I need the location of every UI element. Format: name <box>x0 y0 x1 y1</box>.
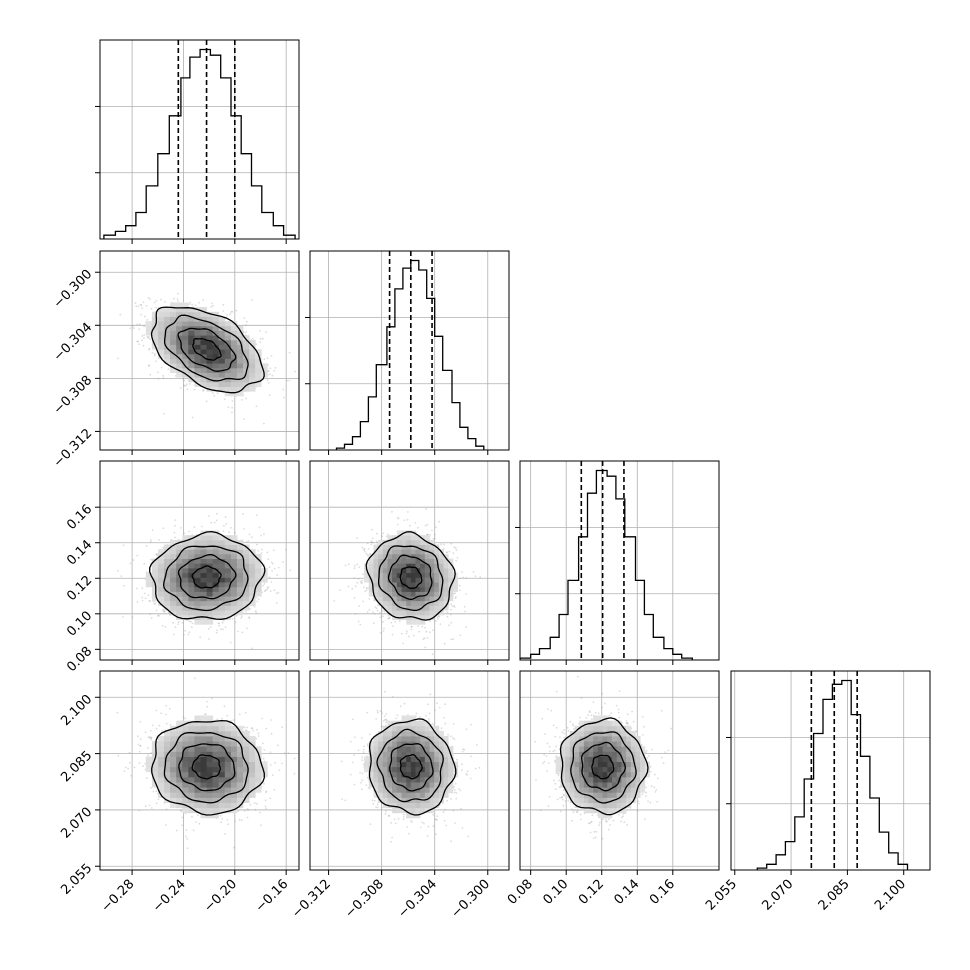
frame-1-0 <box>99 250 300 451</box>
histogram-0 <box>103 48 296 239</box>
contour-1-0-1 <box>177 327 237 372</box>
panel-3-3: 2.055 2.070 2.085 2.100 <box>703 670 931 914</box>
contour-2-0-0 <box>191 565 222 589</box>
histogram-3 <box>756 679 909 870</box>
panel-1-1 <box>305 250 510 455</box>
ytick-label-1-1: −0.308 <box>51 373 96 418</box>
frame-3-1 <box>309 670 510 871</box>
xtick-label-2-2: 0.12 <box>576 877 607 908</box>
panel-3-2: 0.08 0.10 0.12 0.14 0.16 <box>505 670 720 908</box>
contour-3-2-2 <box>570 731 637 804</box>
xtick-label-3-1: 2.070 <box>759 877 796 914</box>
contour-3-1-1 <box>389 743 434 792</box>
contour-2-1-3 <box>365 531 456 621</box>
frame-3-3 <box>730 670 931 871</box>
ytick-label-1-3: −0.300 <box>51 267 96 312</box>
ytick-label-2-3: 0.14 <box>64 537 95 568</box>
panel-2-1 <box>309 460 510 665</box>
panel-2-2 <box>515 460 720 665</box>
grid-2-2 <box>520 461 719 660</box>
xtick-label-0-0: −0.28 <box>99 877 138 916</box>
xtick-label-1-1: −0.308 <box>342 877 387 922</box>
panel-1-0: −0.312 −0.308 −0.304 −0.300 <box>51 250 300 471</box>
panel-0-0 <box>95 39 300 244</box>
ytick-label-1-2: −0.304 <box>51 320 96 365</box>
frame-2-1 <box>309 460 510 661</box>
xtick-label-3-2: 2.085 <box>816 877 853 914</box>
density-3-0 <box>116 677 296 850</box>
frame-2-0 <box>99 460 300 661</box>
xtick-label-3-0: 2.055 <box>703 877 740 914</box>
ytick-label-2-1: 0.10 <box>64 609 95 640</box>
contour-3-1-3 <box>368 718 457 816</box>
histogram-2 <box>520 469 693 660</box>
xtick-label-1-2: −0.304 <box>395 877 440 922</box>
contour-2-0-3 <box>149 530 266 620</box>
xtick-label-0-1: −0.24 <box>150 877 189 916</box>
xtick-label-1-3: −0.300 <box>448 877 493 922</box>
ytick-label-3-0: 2.055 <box>58 861 95 898</box>
ytick-label-1-0: −0.312 <box>51 426 96 471</box>
density-3-1 <box>340 690 481 843</box>
panel-3-1: −0.312 −0.308 −0.304 −0.300 <box>289 670 510 922</box>
panel-2-0: 0.08 0.10 0.12 0.14 0.16 <box>64 460 300 675</box>
xtick-label-0-2: −0.20 <box>201 877 240 916</box>
frame-1-1 <box>309 250 510 451</box>
ytick-label-2-4: 0.16 <box>64 502 95 533</box>
xtick-label-0-3: −0.16 <box>253 877 292 916</box>
contour-3-0-1 <box>178 743 236 792</box>
density-1-0 <box>116 292 296 425</box>
ytick-label-3-3: 2.100 <box>58 692 95 729</box>
grid-1-1 <box>310 251 509 450</box>
xtick-label-2-3: 0.14 <box>611 877 642 908</box>
frame-3-0 <box>99 670 300 871</box>
contour-1-0-3 <box>150 306 265 394</box>
contour-3-0-2 <box>163 732 249 804</box>
density-3-2 <box>534 675 673 840</box>
ytick-label-3-2: 2.085 <box>58 748 95 785</box>
contour-2-1-1 <box>387 554 433 601</box>
panel-3-0: 2.055 2.070 2.085 2.100 −0.28 −0.24 −0.20 −0.16 <box>58 670 300 916</box>
contour-3-0-3 <box>151 719 265 816</box>
density-grid-2-1 <box>364 530 458 625</box>
contour-1-0-2 <box>163 314 249 382</box>
grid-0-0 <box>100 40 299 239</box>
contour-2-0-2 <box>162 545 249 612</box>
contour-3-0-0 <box>191 754 221 780</box>
xtick-label-2-0: 0.08 <box>505 877 536 908</box>
xtick-label-2-4: 0.16 <box>647 877 678 908</box>
xtick-label-1-0: −0.312 <box>289 877 334 922</box>
contour-3-2-3 <box>559 717 649 816</box>
density-grid-3-1 <box>364 715 458 819</box>
contour-3-1-2 <box>376 728 444 803</box>
contour-2-0-1 <box>177 553 237 600</box>
ytick-label-2-2: 0.12 <box>64 573 95 604</box>
ytick-label-3-1: 2.070 <box>58 805 95 842</box>
frame-2-2 <box>519 460 720 661</box>
frame-0-0 <box>99 39 300 240</box>
density-2-1 <box>333 507 482 656</box>
density-2-0 <box>117 512 292 650</box>
contour-3-1-0 <box>399 754 423 780</box>
contour-3-2-0 <box>591 754 615 780</box>
xtick-label-3-3: 2.100 <box>872 877 909 914</box>
contour-3-2-1 <box>580 741 626 792</box>
contour-2-1-2 <box>377 545 444 612</box>
density-grid-1-0 <box>145 302 268 397</box>
contour-1-0-0 <box>192 338 222 361</box>
frame-3-2 <box>519 670 720 871</box>
histogram-1 <box>335 259 485 450</box>
contour-2-1-0 <box>399 566 423 589</box>
ytick-label-2-0: 0.08 <box>64 644 95 675</box>
grid-3-3 <box>731 671 930 870</box>
xtick-label-2-1: 0.10 <box>540 877 571 908</box>
